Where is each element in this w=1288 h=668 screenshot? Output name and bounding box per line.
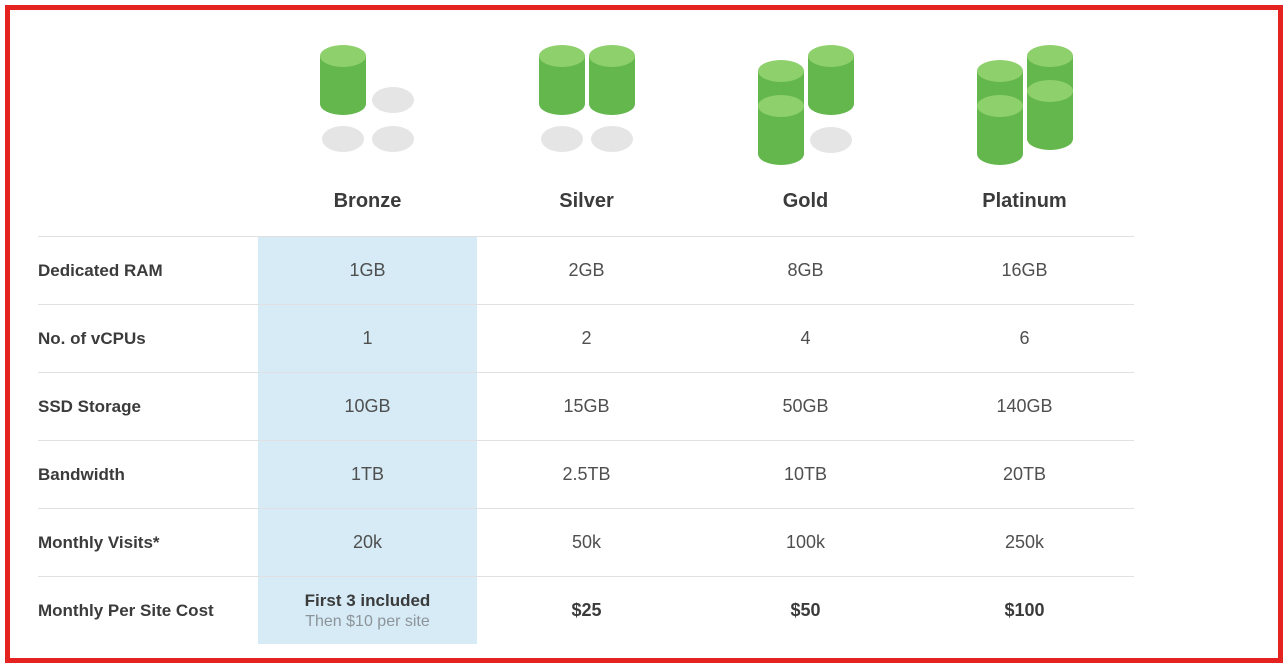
gray-disc bbox=[321, 126, 364, 152]
row-label: Dedicated RAM bbox=[38, 260, 163, 280]
green-cylinder bbox=[976, 95, 1023, 165]
row-label: SSD Storage bbox=[38, 396, 141, 416]
cell-bronze: 1 bbox=[258, 305, 477, 372]
table-row-ssd-storage: SSD Storage 10GB 15GB 50GB 140GB bbox=[38, 372, 1134, 440]
row-label: Monthly Per Site Cost bbox=[38, 600, 214, 620]
row-label: Bandwidth bbox=[38, 464, 125, 484]
gold-plan-icon-cell bbox=[696, 42, 915, 166]
table-row-monthly-cost: Monthly Per Site Cost First 3 included T… bbox=[38, 576, 1134, 644]
cell-platinum: $100 bbox=[1004, 600, 1045, 620]
bronze-cost-primary: First 3 included bbox=[304, 590, 431, 610]
gray-disc bbox=[371, 87, 414, 113]
bronze-cost-secondary: Then $10 per site bbox=[305, 612, 430, 630]
cell-silver: 15GB bbox=[563, 396, 610, 416]
cell-silver: 50k bbox=[571, 532, 602, 552]
cell-bronze: First 3 included Then $10 per site bbox=[258, 577, 477, 644]
green-cylinder bbox=[319, 45, 366, 115]
green-cylinder bbox=[588, 45, 635, 115]
row-label: Monthly Visits* bbox=[38, 532, 160, 552]
cell-gold: 8GB bbox=[787, 260, 824, 280]
table-row-bandwidth: Bandwidth 1TB 2.5TB 10TB 20TB bbox=[38, 440, 1134, 508]
plan-name-gold: Gold bbox=[782, 189, 829, 212]
bronze-plan-icon-cell bbox=[258, 42, 477, 166]
bronze-database-icon bbox=[319, 45, 414, 152]
cell-gold: $50 bbox=[790, 600, 821, 620]
plan-icons-row bbox=[38, 42, 1134, 166]
empty-names-cell bbox=[38, 166, 258, 236]
silver-plan-icon-cell bbox=[477, 42, 696, 166]
cell-gold: 10TB bbox=[783, 464, 828, 484]
cell-silver: $25 bbox=[571, 600, 602, 620]
green-cylinder bbox=[538, 45, 585, 115]
plan-name-platinum: Platinum bbox=[982, 189, 1067, 212]
green-cylinder bbox=[1026, 80, 1073, 150]
table-row-monthly-visits: Monthly Visits* 20k 50k 100k 250k bbox=[38, 508, 1134, 576]
cell-platinum: 20TB bbox=[1002, 464, 1047, 484]
cell-platinum: 16GB bbox=[1001, 260, 1048, 280]
cell-platinum: 140GB bbox=[996, 396, 1053, 416]
cell-gold: 50GB bbox=[782, 396, 829, 416]
table-row-dedicated-ram: Dedicated RAM 1GB 2GB 8GB 16GB bbox=[38, 236, 1134, 304]
gray-disc bbox=[371, 126, 414, 152]
plan-names-row: Bronze Silver Gold Platinum bbox=[38, 166, 1134, 236]
empty-corner-cell bbox=[38, 42, 258, 166]
cell-silver: 2GB bbox=[568, 260, 605, 280]
gray-disc bbox=[809, 127, 852, 153]
screenshot-frame: Bronze Silver Gold Platinum Dedicated RA… bbox=[5, 5, 1283, 663]
plan-name-silver: Silver bbox=[559, 189, 614, 212]
cell-bronze: 10GB bbox=[258, 373, 477, 440]
cell-gold: 100k bbox=[785, 532, 826, 552]
gray-disc bbox=[590, 126, 633, 152]
cell-bronze: 20k bbox=[258, 509, 477, 576]
cell-silver: 2 bbox=[581, 328, 592, 348]
gold-database-icon bbox=[757, 45, 854, 165]
cell-gold: 4 bbox=[800, 328, 811, 348]
hosting-plans-table: Bronze Silver Gold Platinum Dedicated RA… bbox=[38, 42, 1134, 644]
plan-name-bronze: Bronze bbox=[333, 189, 402, 212]
cell-platinum: 6 bbox=[1019, 328, 1030, 348]
green-cylinder bbox=[807, 45, 854, 115]
silver-database-icon bbox=[538, 45, 635, 152]
row-label: No. of vCPUs bbox=[38, 328, 146, 348]
cell-silver: 2.5TB bbox=[562, 464, 611, 484]
cell-bronze: 1GB bbox=[258, 237, 477, 304]
green-cylinder bbox=[757, 95, 804, 165]
cell-platinum: 250k bbox=[1004, 532, 1045, 552]
platinum-plan-icon-cell bbox=[915, 42, 1134, 166]
table-row-vcpus: No. of vCPUs 1 2 4 6 bbox=[38, 304, 1134, 372]
platinum-database-icon bbox=[976, 45, 1073, 165]
gray-disc bbox=[540, 126, 583, 152]
cell-bronze: 1TB bbox=[258, 441, 477, 508]
